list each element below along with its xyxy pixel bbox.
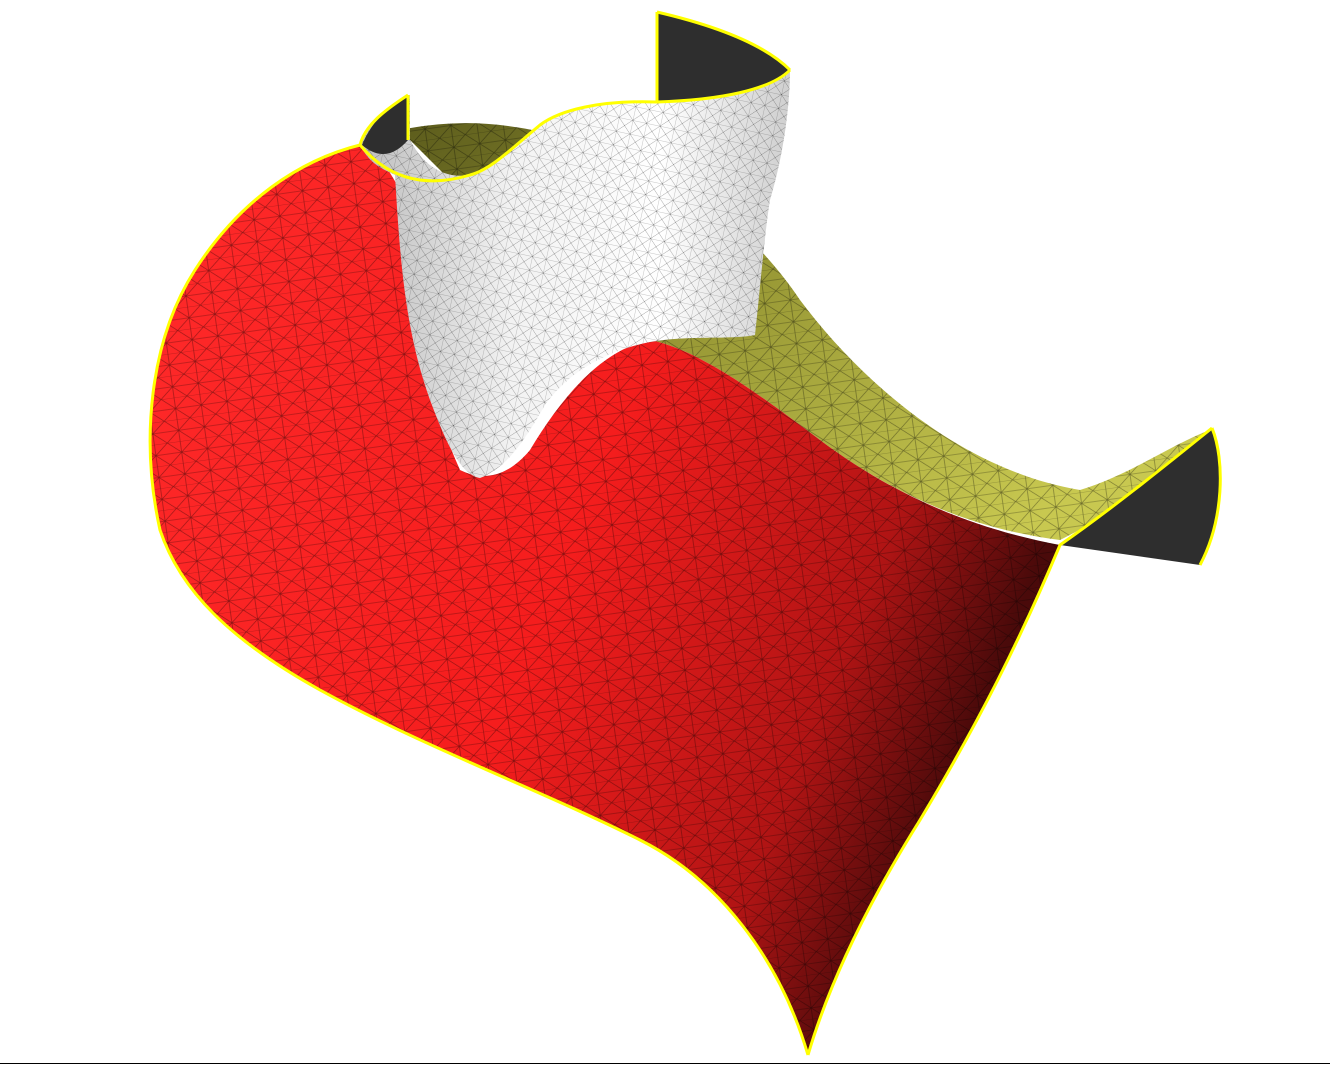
white-surface bbox=[360, 12, 790, 478]
boundary-white-top bbox=[358, 68, 792, 183]
white-inner-face-left bbox=[362, 95, 408, 155]
boundary-right-face bbox=[1198, 427, 1222, 566]
boundary-curves bbox=[148, 10, 1222, 1056]
white-inner-face-right bbox=[657, 12, 790, 102]
boundary-white-right-edge bbox=[656, 10, 792, 72]
status-divider bbox=[0, 1063, 1330, 1064]
boundary-red-left bbox=[148, 143, 810, 1056]
boundary-red-right bbox=[806, 426, 1213, 1056]
right-inner-face bbox=[1060, 428, 1221, 565]
red-surface bbox=[150, 145, 1061, 1055]
